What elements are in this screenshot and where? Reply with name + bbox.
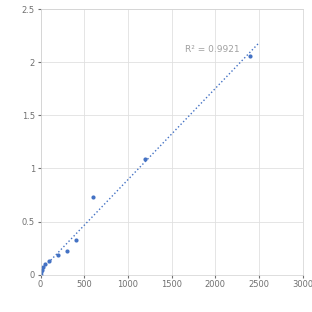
Point xyxy=(64,249,69,254)
Point xyxy=(47,258,52,263)
Point xyxy=(40,265,45,270)
Point xyxy=(73,237,78,242)
Text: R² = 0.9921: R² = 0.9921 xyxy=(185,45,239,54)
Point xyxy=(143,156,148,161)
Point xyxy=(38,272,43,277)
Point xyxy=(42,261,47,266)
Point xyxy=(90,195,95,200)
Point xyxy=(39,268,44,273)
Point xyxy=(39,270,44,275)
Point xyxy=(248,54,253,59)
Point xyxy=(56,253,61,258)
